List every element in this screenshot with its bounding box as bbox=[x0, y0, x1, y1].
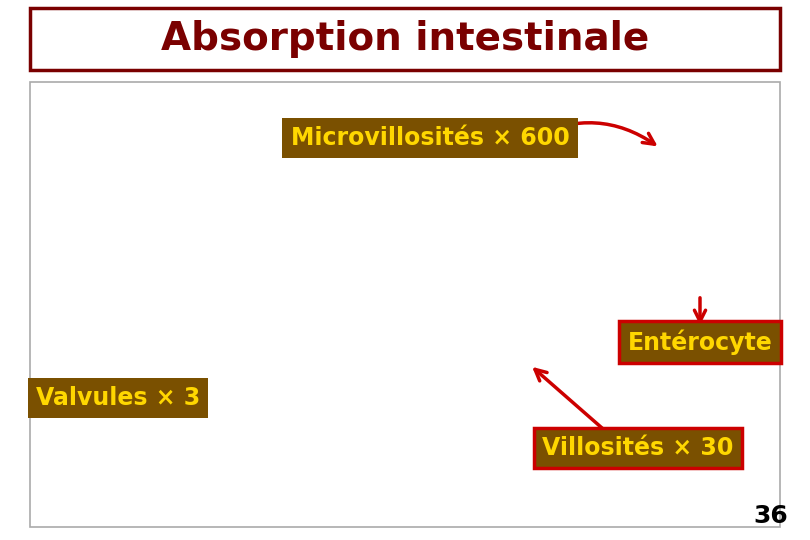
FancyBboxPatch shape bbox=[30, 8, 780, 70]
FancyBboxPatch shape bbox=[30, 82, 780, 527]
Text: Valvules × 3: Valvules × 3 bbox=[36, 386, 200, 410]
Text: Absorption intestinale: Absorption intestinale bbox=[161, 20, 649, 58]
Text: Entérocyte: Entérocyte bbox=[628, 329, 773, 355]
Text: 36: 36 bbox=[753, 504, 788, 528]
Text: Villosités × 30: Villosités × 30 bbox=[543, 436, 734, 460]
Text: Microvillosités × 600: Microvillosités × 600 bbox=[291, 126, 569, 150]
